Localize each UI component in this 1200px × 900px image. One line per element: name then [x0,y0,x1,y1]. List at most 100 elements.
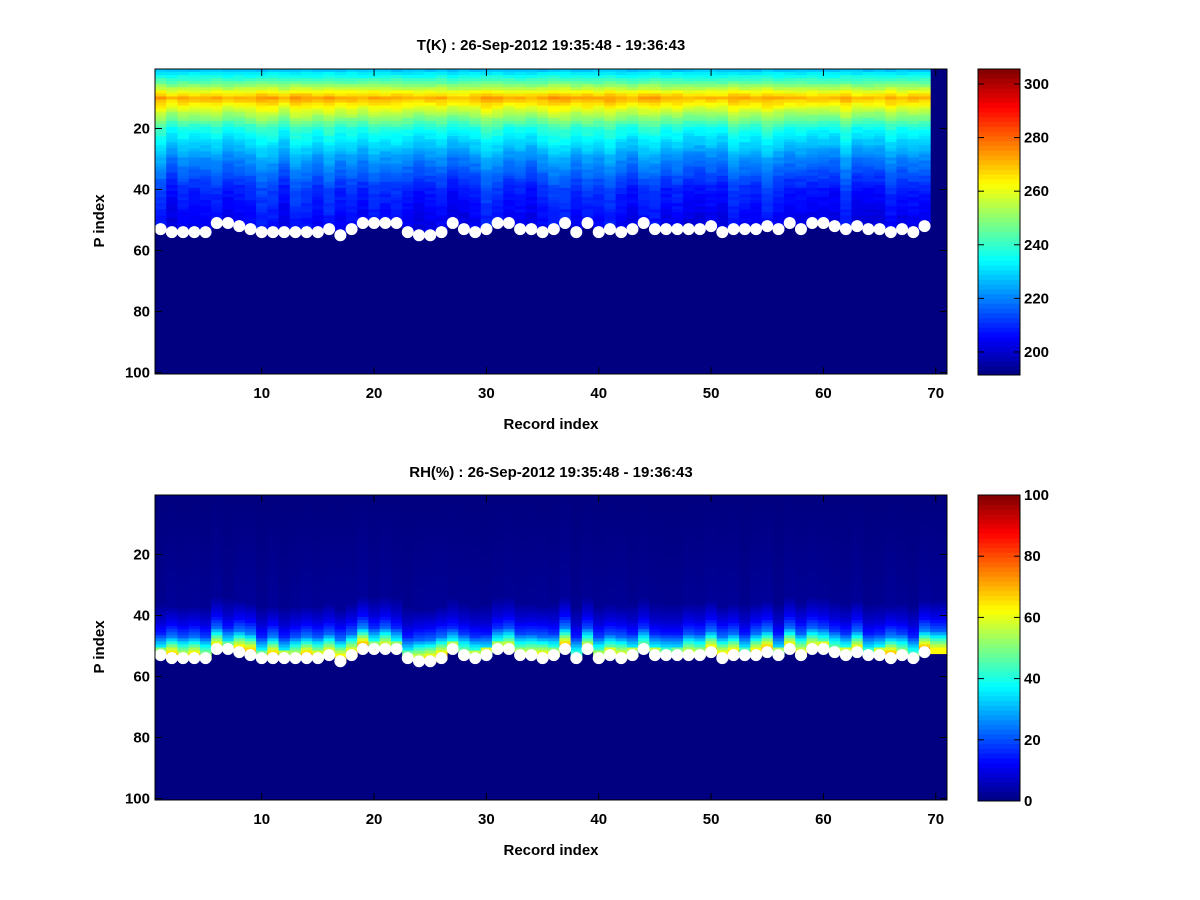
heatmap-cell [649,151,662,155]
heatmap-cell [278,568,291,572]
heatmap-cell [233,537,246,542]
heatmap-cell [829,78,841,82]
heatmap-cell [244,130,257,134]
surface-marker [244,223,257,236]
heatmap-cell [312,72,325,76]
heatmap-cell [244,607,257,612]
heatmap-cell [357,617,369,621]
heatmap-cell [199,142,212,146]
heatmap-cell [334,178,347,183]
heatmap-cell [683,178,695,183]
heatmap-cell [772,90,785,94]
heatmap-cell [233,114,246,119]
heatmap-cell [177,133,190,137]
heatmap-cell [244,157,257,161]
heatmap-cell [671,136,684,140]
heatmap-cell [626,151,639,155]
heatmap-cell [155,620,167,624]
heatmap-cell [447,87,459,91]
heatmap-cell [390,187,403,192]
heatmap-cell [312,184,325,189]
heatmap-cell [368,200,381,204]
heatmap-cell [772,139,785,143]
heatmap-cell [256,601,268,606]
colorbar-tick-label: 240 [1024,237,1049,254]
heatmap-cell [873,145,886,149]
heatmap-cell [357,108,369,113]
heatmap-cell [548,154,560,158]
heatmap-cell [458,130,471,134]
heatmap-cell [188,598,201,603]
colorbar-segment [978,336,1020,343]
heatmap-cell [301,504,313,508]
heatmap-cell [660,218,673,222]
heatmap-cell [233,522,246,526]
heatmap-cell [435,133,448,137]
heatmap-cell [199,178,212,183]
heatmap-cell [267,559,280,563]
heatmap-cell [570,99,583,104]
heatmap-cell [368,99,381,104]
heatmap-cell [357,111,369,116]
heatmap-cell [402,105,414,110]
heatmap-cell [761,114,774,119]
heatmap-cell [233,166,246,171]
heatmap-cell [660,163,673,168]
heatmap-cell [233,601,246,606]
heatmap-cell [368,617,381,621]
heatmap-cell [402,139,414,143]
heatmap-cell [155,592,167,597]
heatmap-cell [301,507,313,511]
heatmap-cell [761,126,774,131]
heatmap-cell [716,151,729,155]
heatmap-cell [211,99,223,104]
heatmap-cell [166,96,178,100]
heatmap-cell [166,151,178,155]
heatmap-cell [638,184,650,189]
heatmap-cell [289,203,302,207]
heatmap-cell [492,209,504,213]
heatmap-cell [379,130,392,134]
heatmap-cell [199,105,212,110]
heatmap-cell [727,78,740,82]
heatmap-cell [312,163,325,168]
heatmap-cell [570,172,583,177]
heatmap-cell [301,641,313,645]
heatmap-cell [177,209,190,213]
heatmap-cell [503,133,515,137]
heatmap-cell [199,607,212,612]
heatmap-cell [873,93,886,97]
heatmap-cell [716,166,729,171]
heatmap-cell [368,507,381,511]
heatmap-cell [750,151,763,155]
heatmap-cell [402,108,414,113]
heatmap-cell [424,133,437,137]
heatmap-cell [604,114,617,119]
heatmap-cell [772,194,785,198]
heatmap-cell [222,169,235,174]
heatmap-cell [817,194,830,198]
heatmap-cell [851,90,864,94]
heatmap-cell [447,191,459,195]
heatmap-cell [649,136,662,140]
heatmap-cell [222,175,235,180]
heatmap-cell [784,145,796,149]
heatmap-cell [638,191,650,195]
heatmap-cell [211,531,223,536]
heatmap-cell [188,549,201,554]
heatmap-cell [795,75,808,79]
heatmap-cell [492,99,504,104]
heatmap-cell [694,215,706,219]
heatmap-cell [177,126,190,131]
heatmap-cell [368,160,381,165]
heatmap-cell [907,126,920,131]
heatmap-cell [211,565,223,569]
heatmap-cell [278,102,291,107]
heatmap-cell [907,123,920,128]
heatmap-cell [211,601,223,606]
heatmap-cell [323,93,336,97]
heatmap-cell [256,105,268,110]
heatmap-cell [885,157,897,161]
heatmap-cell [199,504,212,508]
heatmap-cell [548,84,560,88]
